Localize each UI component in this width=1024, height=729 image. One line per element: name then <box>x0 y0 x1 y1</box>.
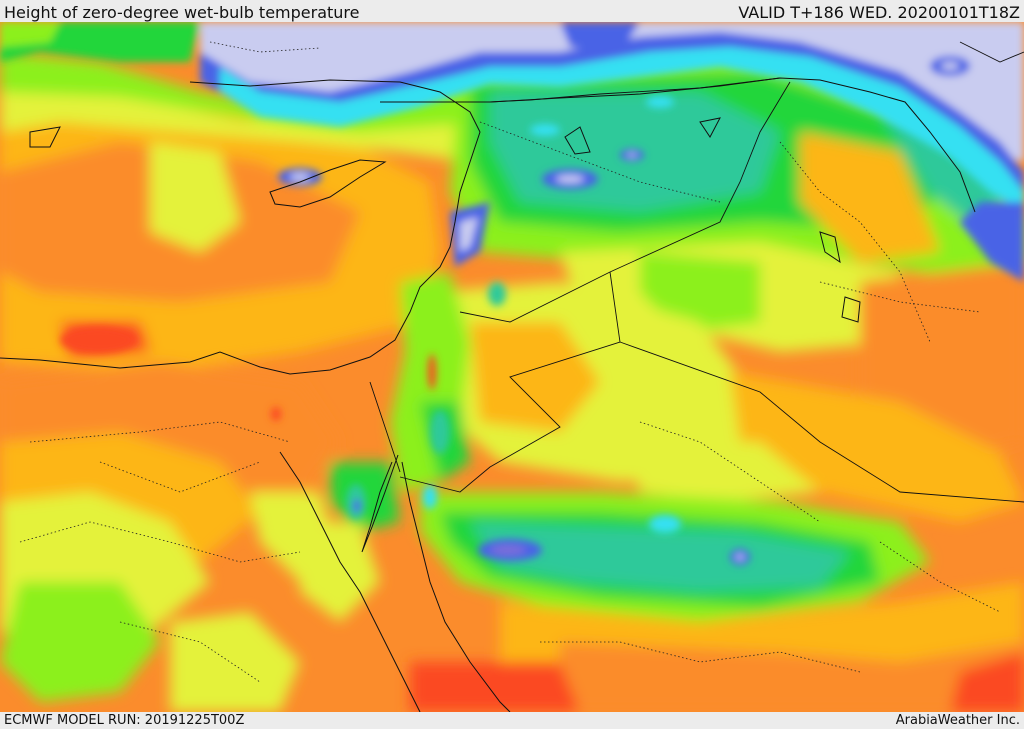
valid-time: VALID T+186 WED. 20200101T18Z <box>738 3 1020 22</box>
field-contours <box>0 52 1024 712</box>
province-borders <box>19 41 1001 683</box>
map-title: Height of zero-degree wet-bulb temperatu… <box>4 3 360 22</box>
brand-label: ArabiaWeather Inc. <box>895 713 1020 728</box>
model-run-label: ECMWF MODEL RUN: 20191225T00Z <box>4 713 245 728</box>
field-accents <box>0 22 1024 565</box>
country-borders <box>369 41 1024 503</box>
weather-map <box>0 22 1024 712</box>
map-footer: ECMWF MODEL RUN: 20191225T00Z ArabiaWeat… <box>0 712 1024 729</box>
map-header: Height of zero-degree wet-bulb temperatu… <box>0 0 1024 22</box>
coastlines <box>0 77 976 712</box>
